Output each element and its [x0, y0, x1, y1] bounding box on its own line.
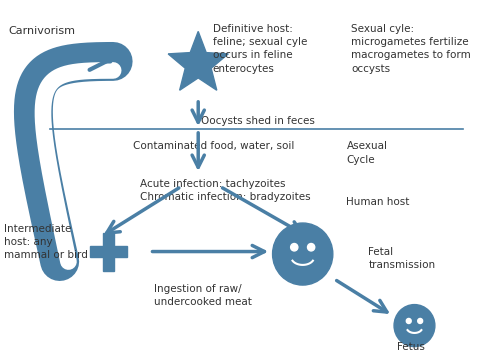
FancyBboxPatch shape — [90, 246, 127, 257]
Text: Acute infection: tachyzoites
Chromatic infection: bradyzoites: Acute infection: tachyzoites Chromatic i… — [140, 179, 310, 202]
Text: Contaminated food, water, soil: Contaminated food, water, soil — [132, 142, 294, 151]
Polygon shape — [168, 31, 228, 90]
Text: Fetal
transmission: Fetal transmission — [368, 246, 436, 270]
Text: Asexual
Cycle: Asexual Cycle — [346, 142, 388, 165]
Circle shape — [272, 223, 333, 285]
Text: Fetus: Fetus — [398, 342, 425, 352]
Text: Ingestion of raw/
undercooked meat: Ingestion of raw/ undercooked meat — [154, 284, 252, 307]
Circle shape — [418, 318, 422, 323]
Text: Oocysts shed in feces: Oocysts shed in feces — [200, 116, 314, 126]
Text: Definitive host:
feline; sexual cyle
occurs in feline
enterocytes: Definitive host: feline; sexual cyle occ… — [213, 24, 307, 73]
FancyBboxPatch shape — [103, 233, 114, 270]
Text: Sexual cyle:
microgametes fertilize
macrogametes to form
occysts: Sexual cyle: microgametes fertilize macr… — [352, 24, 471, 73]
Circle shape — [290, 244, 298, 251]
Text: Intermediate
host: any
mammal or bird: Intermediate host: any mammal or bird — [4, 224, 87, 261]
Circle shape — [406, 318, 411, 323]
Text: Carnivorism: Carnivorism — [8, 26, 76, 36]
Circle shape — [308, 244, 314, 251]
Text: Human host: Human host — [346, 197, 410, 207]
Circle shape — [394, 305, 435, 347]
